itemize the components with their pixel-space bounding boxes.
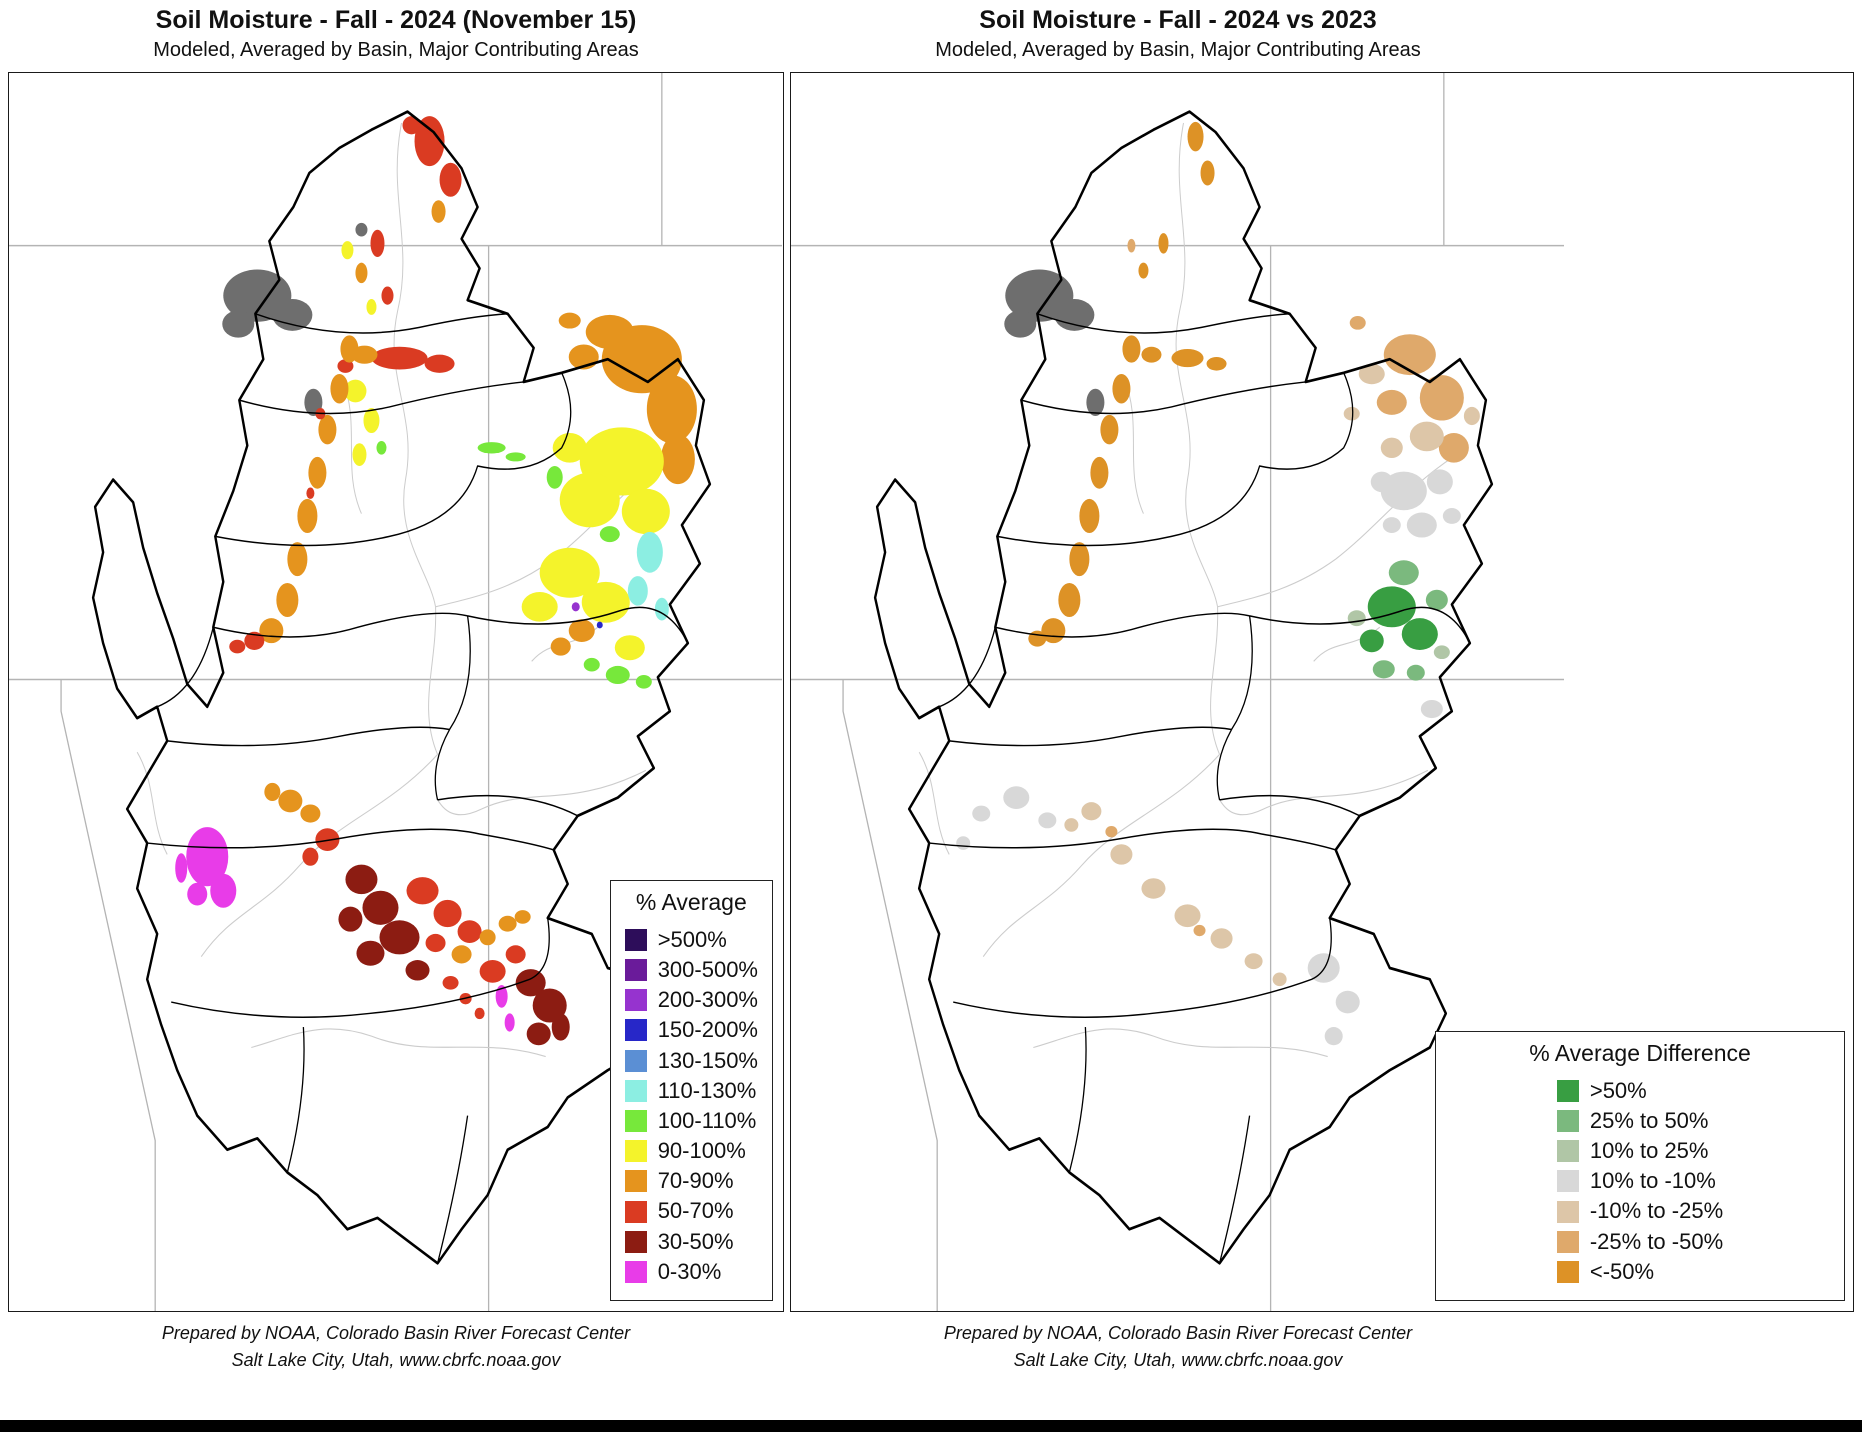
legend-item: 90-100% <box>624 1138 758 1164</box>
legend-rows: >500% 300-500% 200-300% 150-200% 130-150% 110… <box>624 922 758 1290</box>
legend-label: >50% <box>1589 1077 1647 1103</box>
legend-label: -25% to -50% <box>1589 1228 1724 1254</box>
legend-label: 110-130% <box>657 1077 757 1103</box>
credit-line2: Salt Lake City, Utah, www.cbrfc.noaa.gov <box>231 1350 561 1370</box>
legend-item: <-50% <box>1556 1258 1723 1284</box>
legend-color-swatch <box>624 1260 647 1283</box>
legend-color-swatch <box>624 1079 647 1102</box>
right-map-credit: Prepared by NOAA, Colorado Basin River F… <box>790 1320 1566 1374</box>
legend-color-swatch <box>624 959 647 982</box>
legend-item: -25% to -50% <box>1556 1228 1724 1254</box>
legend-color-swatch <box>1556 1260 1579 1283</box>
legend-color-swatch <box>1556 1109 1579 1132</box>
legend-label: 150-200% <box>657 1017 758 1043</box>
legend-title: % Average <box>635 888 747 915</box>
right-panel-titles: Soil Moisture - Fall - 2024 vs 2023 Mode… <box>790 6 1566 62</box>
legend-item: 50-70% <box>624 1198 758 1224</box>
legend-color-swatch <box>624 1019 647 1042</box>
legend-item: -10% to -25% <box>1556 1198 1724 1224</box>
legend-color-swatch <box>624 1140 647 1163</box>
legend-item: 300-500% <box>624 956 758 982</box>
left-map-credit: Prepared by NOAA, Colorado Basin River F… <box>8 1320 784 1374</box>
legend-color-swatch <box>1556 1079 1579 1102</box>
legend-label: 50-70% <box>657 1198 734 1224</box>
legend-label: <-50% <box>1589 1258 1655 1284</box>
legend-color-swatch <box>1556 1230 1579 1253</box>
legend-label: 100-110% <box>657 1107 757 1133</box>
legend-item: >500% <box>624 926 758 952</box>
legend-item: 150-200% <box>624 1017 758 1043</box>
legend-color-swatch <box>624 1049 647 1072</box>
legend-item: 110-130% <box>624 1077 758 1103</box>
legend-color-swatch <box>1556 1140 1579 1163</box>
right-map-legend: % Average Difference >50% 25% to 50% 10% t… <box>1435 1030 1845 1301</box>
legend-color-swatch <box>624 1230 647 1253</box>
legend-label: 90-100% <box>657 1138 746 1164</box>
left-map-moisture-patches <box>175 116 697 1046</box>
legend-item: 25% to 50% <box>1556 1107 1723 1133</box>
credit-line1: Prepared by NOAA, Colorado Basin River F… <box>943 1323 1413 1343</box>
legend-label: 130-150% <box>657 1047 758 1073</box>
legend-item: 130-150% <box>624 1047 758 1073</box>
credit-line2: Salt Lake City, Utah, www.cbrfc.noaa.gov <box>1013 1350 1343 1370</box>
legend-item: 100-110% <box>624 1107 758 1133</box>
legend-color-swatch <box>1556 1200 1579 1223</box>
left-map-frame: % Average >500% 300-500% 200-300% 150-200% 1… <box>8 72 784 1312</box>
legend-label: 25% to 50% <box>1589 1107 1709 1133</box>
left-map-legend: % Average >500% 300-500% 200-300% 150-200% 1… <box>609 879 773 1301</box>
legend-label: 10% to 25% <box>1589 1138 1709 1164</box>
legend-item: 10% to 25% <box>1556 1138 1723 1164</box>
left-map-title: Soil Moisture - Fall - 2024 (November 15… <box>155 6 637 34</box>
right-map-difference-patches <box>956 121 1480 1046</box>
legend-color-swatch <box>1556 1170 1579 1193</box>
legend-item: 70-90% <box>624 1168 758 1194</box>
legend-label: -10% to -25% <box>1589 1198 1724 1224</box>
legend-label: 0-30% <box>657 1258 722 1284</box>
bottom-bar <box>0 1420 1862 1432</box>
legend-label: 300-500% <box>657 956 758 982</box>
legend-label: 70-90% <box>657 1168 734 1194</box>
right-map-title: Soil Moisture - Fall - 2024 vs 2023 <box>979 6 1377 34</box>
legend-item: 30-50% <box>624 1228 758 1254</box>
legend-color-swatch <box>624 1200 647 1223</box>
legend-title: % Average Difference <box>1529 1039 1751 1066</box>
legend-color-swatch <box>624 1109 647 1132</box>
legend-color-swatch <box>624 989 647 1012</box>
legend-label: 200-300% <box>657 987 758 1013</box>
left-panel-titles: Soil Moisture - Fall - 2024 (November 15… <box>8 6 784 62</box>
legend-label: 10% to -10% <box>1589 1168 1716 1194</box>
left-map-subtitle: Modeled, Averaged by Basin, Major Contri… <box>153 38 639 61</box>
legend-item: 200-300% <box>624 987 758 1013</box>
right-map-frame: % Average Difference >50% 25% to 50% 10% t… <box>790 72 1854 1312</box>
legend-color-swatch <box>624 1170 647 1193</box>
legend-label: >500% <box>657 926 727 952</box>
credit-line1: Prepared by NOAA, Colorado Basin River F… <box>161 1323 631 1343</box>
legend-item: >50% <box>1556 1077 1723 1103</box>
soil-moisture-diff-map <box>791 73 1564 1311</box>
legend-color-swatch <box>624 928 647 951</box>
legend-item: 0-30% <box>624 1258 758 1284</box>
legend-rows: >50% 25% to 50% 10% to 25% 10% to -10% -10% … <box>1556 1073 1724 1290</box>
legend-item: 10% to -10% <box>1556 1168 1723 1194</box>
soil-moisture-map-2024 <box>9 73 782 1311</box>
right-map-subtitle: Modeled, Averaged by Basin, Major Contri… <box>935 38 1421 61</box>
legend-label: 30-50% <box>657 1228 734 1254</box>
